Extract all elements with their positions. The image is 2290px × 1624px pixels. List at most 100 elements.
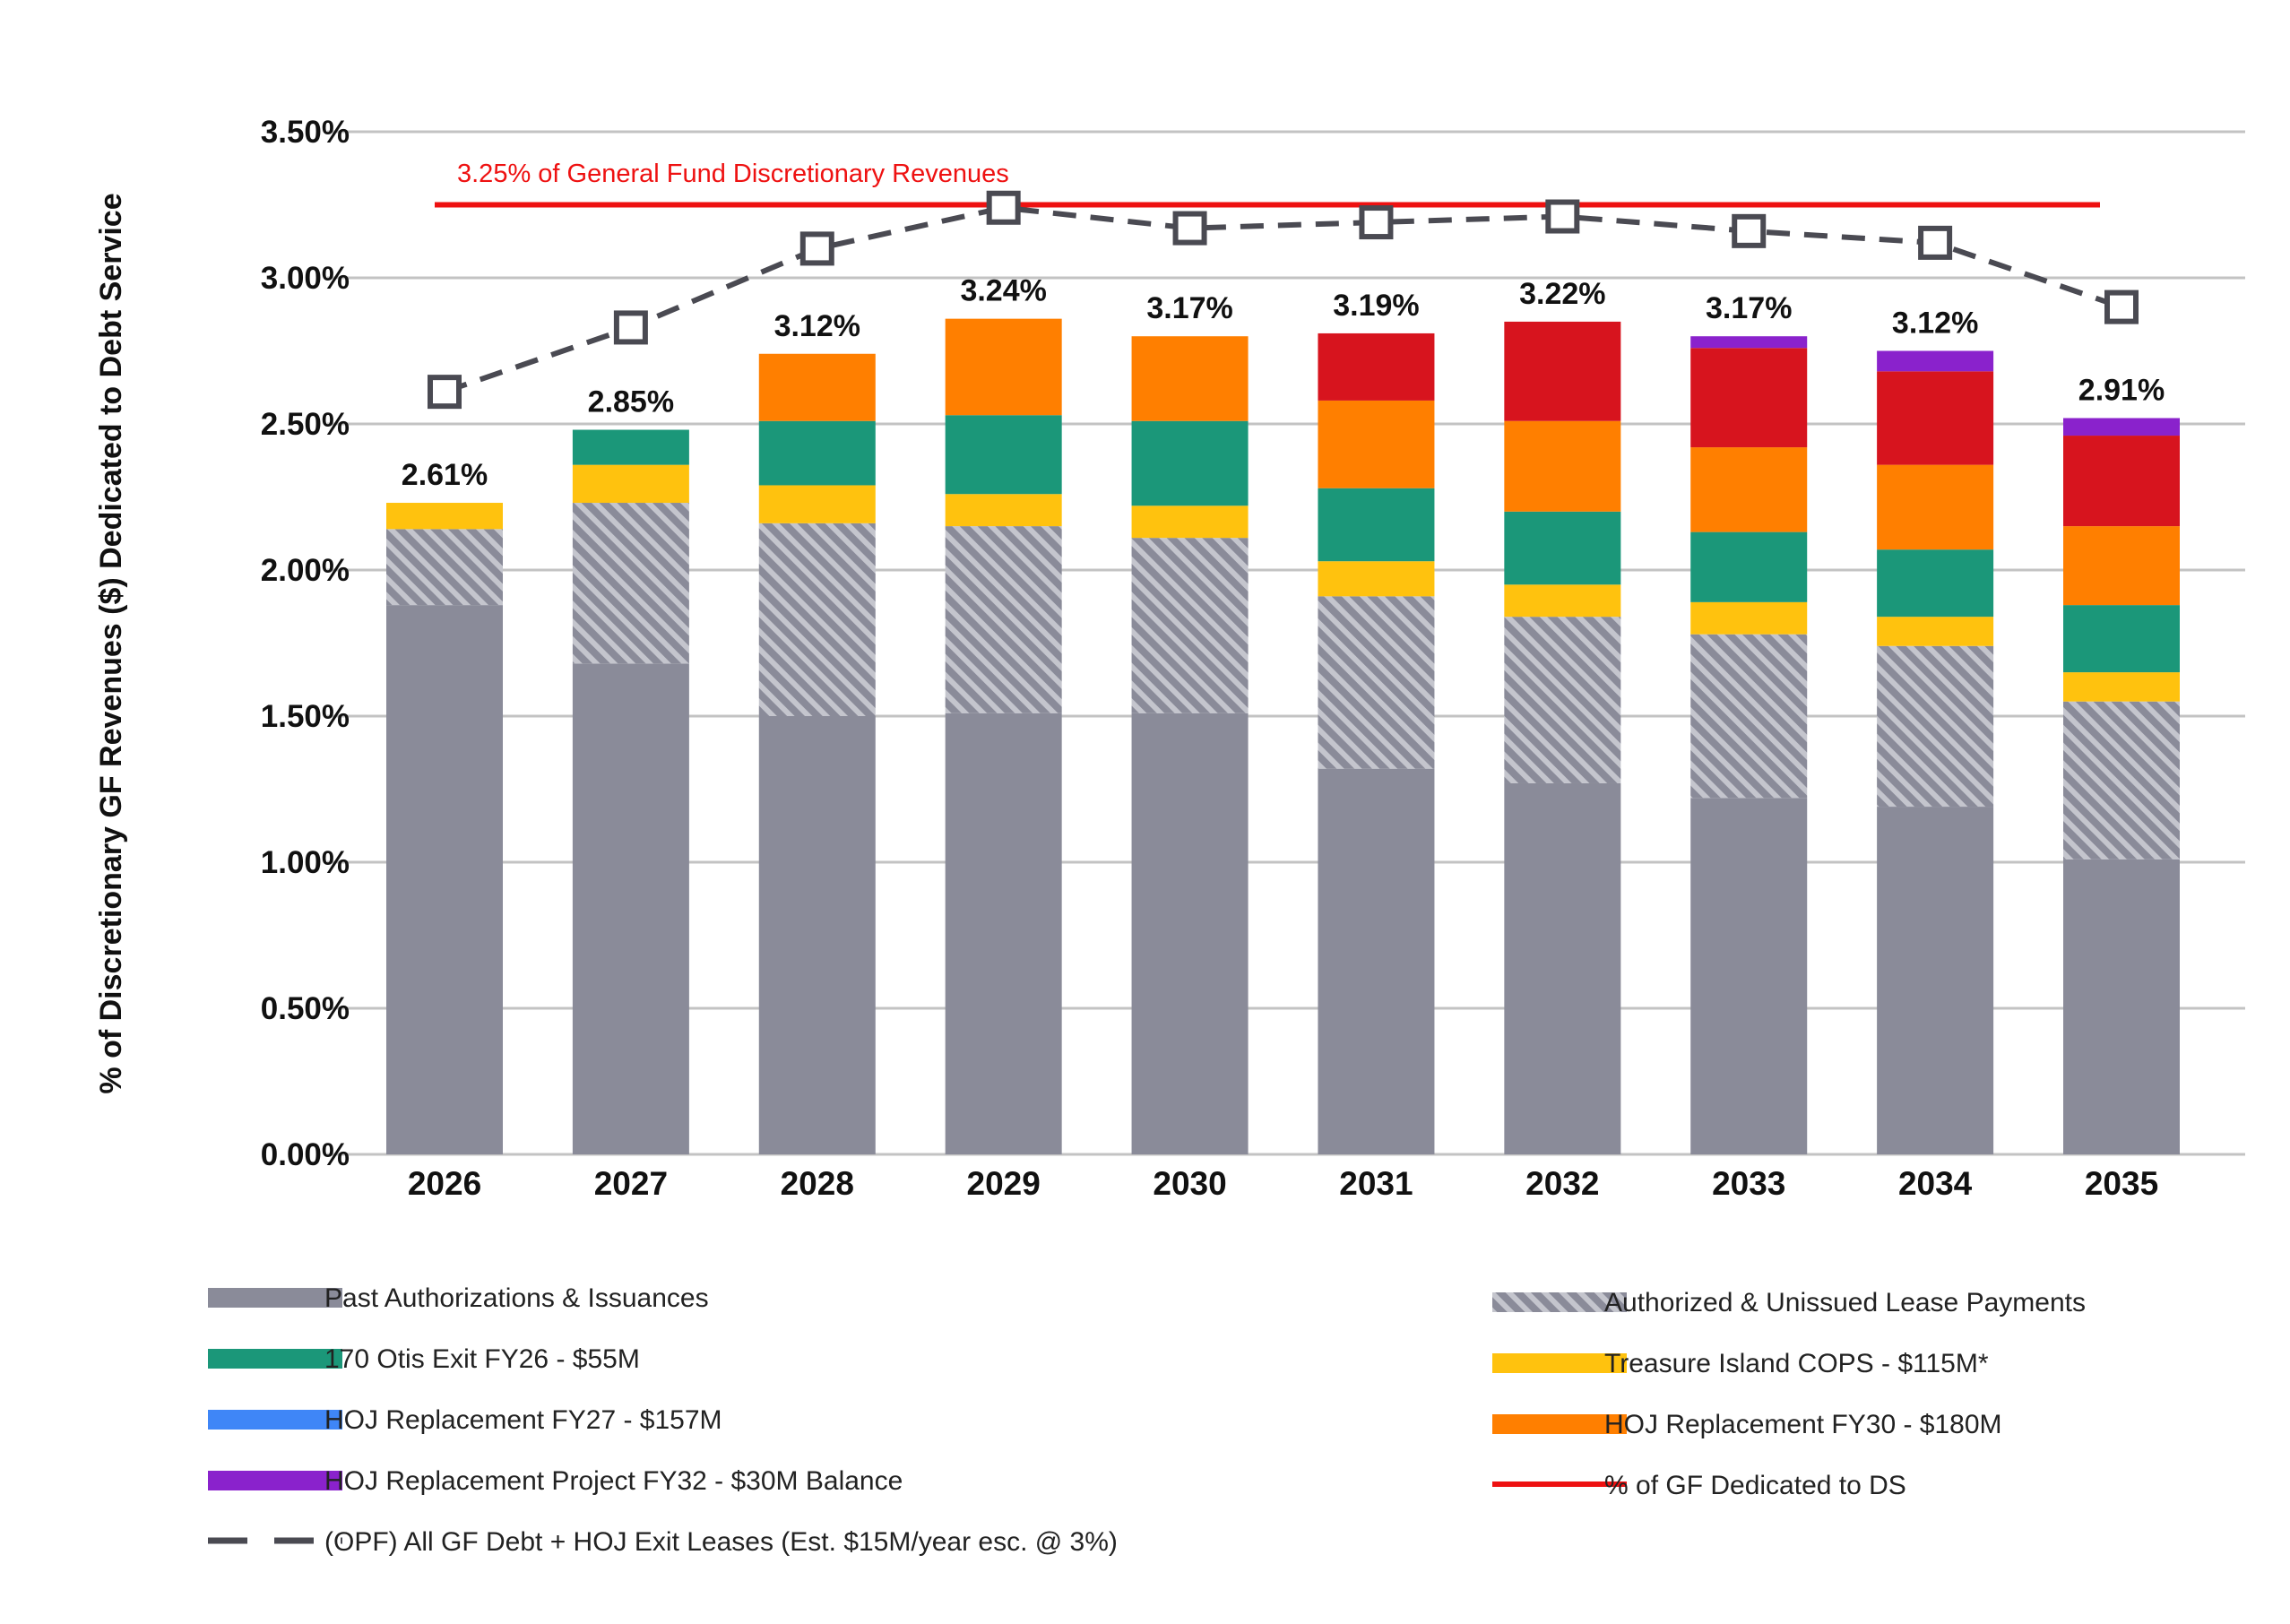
bar-segment-unissued-2031 xyxy=(1318,596,1435,769)
bar-segment-hoj32-2033 xyxy=(1690,336,1808,349)
y-tick-label: 1.00% xyxy=(261,845,350,880)
x-tick-label: 2027 xyxy=(594,1165,668,1202)
bar-total-label: 2.61% xyxy=(402,458,488,492)
bar-total-label: 3.12% xyxy=(774,309,860,343)
opf-marker-2035 xyxy=(2104,289,2139,324)
bar-segment-hoj30-2028 xyxy=(758,353,876,421)
x-tick-label: 2026 xyxy=(408,1165,481,1202)
bar-segment-past-2029 xyxy=(945,713,1062,1154)
bar-segment-unissued-2032 xyxy=(1504,617,1621,783)
bar-segment-otis-2030 xyxy=(1131,420,1249,506)
bar-total-label: 3.17% xyxy=(1706,291,1792,325)
y-tick-label: 3.00% xyxy=(261,261,350,296)
bar-segment-past-2026 xyxy=(386,605,503,1154)
opf-marker-2027 xyxy=(613,310,648,345)
bar-segment-ti-2030 xyxy=(1131,505,1249,539)
x-tick-label: 2029 xyxy=(967,1165,1041,1202)
bar-segment-otis-2034 xyxy=(1877,549,1994,618)
opf-marker-2032 xyxy=(1545,199,1580,234)
legend-swatch-hoj30 xyxy=(1492,1414,1627,1434)
y-tick-label: 3.50% xyxy=(261,115,350,150)
bar-segment-unissued-2029 xyxy=(945,526,1062,713)
bar-segment-otis-2033 xyxy=(1690,531,1808,602)
bar-segment-otis-2035 xyxy=(2063,605,2180,673)
opf-marker-2031 xyxy=(1359,205,1394,240)
y-axis-ticks: 0.00% 0.50% 1.00% 1.50% 2.00% 2.50% 3.00% 3.50% xyxy=(261,115,350,1172)
bar-segment-past-2028 xyxy=(758,716,876,1154)
bar-segment-unissued-2030 xyxy=(1131,538,1249,713)
x-tick-label: 2032 xyxy=(1525,1165,1599,1202)
opf-marker-2028 xyxy=(799,231,834,266)
opf-line-group xyxy=(428,190,2139,410)
legend-label-unissued: Authorized & Unissued Lease Payments xyxy=(1604,1288,2086,1317)
legend-swatch-ti xyxy=(1492,1353,1627,1373)
legend-label-line: (OPF) All GF Debt + HOJ Exit Leases (Est… xyxy=(324,1527,1118,1557)
bar-total-labels: 2.61% 2.85% 3.12% 3.24% 3.17% 3.19% 3.22% 3.17%… xyxy=(402,274,2165,492)
bar-segment-past-2031 xyxy=(1318,768,1435,1154)
opf-dashed-line xyxy=(444,204,2122,394)
y-tick-label: 2.50% xyxy=(261,407,350,442)
opf-marker-2033 xyxy=(1732,213,1767,248)
bars xyxy=(386,318,2180,1154)
bar-segment-past-2032 xyxy=(1504,782,1621,1154)
x-axis-ticks: 2026 2027 2028 2029 2030 2031 2032 2033 2034 2035 xyxy=(408,1165,2158,1202)
bar-segment-ti-2028 xyxy=(758,485,876,523)
bar-segment-ti-2032 xyxy=(1504,584,1621,618)
bar-segment-hoj32-2035 xyxy=(2063,418,2180,436)
bar-segment-opfred-2031 xyxy=(1318,333,1435,401)
legend-swatch-otis xyxy=(208,1349,342,1369)
opf-marker-2029 xyxy=(986,190,1021,225)
bar-segment-opfred-2035 xyxy=(2063,436,2180,527)
bar-segment-past-2033 xyxy=(1690,798,1808,1154)
bar-segment-unissued-2034 xyxy=(1877,645,1994,808)
legend-swatch-unissued xyxy=(1492,1292,1627,1312)
bar-segment-past-2027 xyxy=(572,663,689,1154)
bar-segment-otis-2028 xyxy=(758,420,876,486)
bar-segment-ti-2034 xyxy=(1877,617,1994,646)
x-tick-label: 2035 xyxy=(2085,1165,2158,1202)
bar-segment-otis-2032 xyxy=(1504,511,1621,585)
legend-swatch-hoj32 xyxy=(208,1471,342,1490)
bar-segment-unissued-2035 xyxy=(2063,701,2180,860)
y-tick-label: 0.00% xyxy=(261,1137,350,1172)
y-tick-label: 2.00% xyxy=(261,553,350,588)
y-axis-label: % of Discretionary GF Revenues ($) Dedic… xyxy=(94,193,128,1093)
x-tick-label: 2033 xyxy=(1712,1165,1785,1202)
bar-segment-ti-2031 xyxy=(1318,561,1435,597)
bar-total-label: 3.19% xyxy=(1333,289,1419,323)
opf-marker-2026 xyxy=(428,375,462,410)
x-tick-label: 2028 xyxy=(781,1165,854,1202)
legend-label-ti: Treasure Island COPS - $115M* xyxy=(1604,1349,1989,1378)
bar-segment-hoj30-2032 xyxy=(1504,420,1621,512)
legend-label-ref: % of GF Dedicated to DS xyxy=(1604,1471,1906,1500)
legend-swatch-past xyxy=(208,1288,342,1308)
reference-line-group: 3.25% of General Fund Discretionary Reve… xyxy=(435,160,2100,208)
bar-segment-opfred-2034 xyxy=(1877,371,1994,465)
bar-segment-unissued-2028 xyxy=(758,523,876,716)
legend-label-hoj27: HOJ Replacement FY27 - $157M xyxy=(324,1405,722,1435)
legend: Past Authorizations & Issuances 170 Otis … xyxy=(208,1283,2086,1557)
bar-segment-unissued-2026 xyxy=(386,529,503,606)
legend-label-otis: 170 Otis Exit FY26 - $55M xyxy=(324,1344,640,1374)
bar-segment-opfred-2032 xyxy=(1504,321,1621,421)
bar-total-label: 2.91% xyxy=(2078,373,2165,407)
bar-segment-hoj30-2034 xyxy=(1877,464,1994,550)
bar-total-label: 3.12% xyxy=(1892,307,1978,341)
x-tick-label: 2031 xyxy=(1339,1165,1413,1202)
opf-marker-2034 xyxy=(1918,225,1953,260)
bar-segment-ti-2027 xyxy=(572,464,689,504)
bar-segment-ti-2026 xyxy=(386,503,503,530)
bar-segment-hoj30-2035 xyxy=(2063,526,2180,606)
bar-segment-otis-2027 xyxy=(572,429,689,465)
bar-segment-hoj30-2031 xyxy=(1318,400,1435,488)
legend-label-hoj32: HOJ Replacement Project FY32 - $30M Bala… xyxy=(324,1466,903,1496)
opf-marker-2030 xyxy=(1172,211,1207,246)
bar-segment-opfred-2033 xyxy=(1690,348,1808,448)
bar-segment-hoj30-2029 xyxy=(945,318,1062,416)
bar-segment-ti-2035 xyxy=(2063,672,2180,702)
bar-segment-hoj32-2034 xyxy=(1877,350,1994,372)
bar-total-label: 3.22% xyxy=(1519,277,1605,311)
bar-segment-ti-2029 xyxy=(945,494,1062,527)
